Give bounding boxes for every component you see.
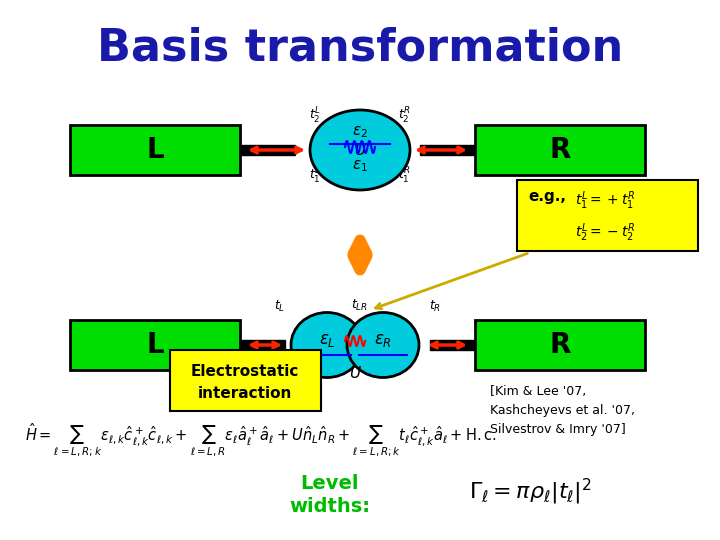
FancyBboxPatch shape (70, 320, 240, 370)
Text: [Kim & Lee '07,
Kashcheyevs et al. '07,
Silvestrov & Imry '07]: [Kim & Lee '07, Kashcheyevs et al. '07, … (490, 385, 635, 436)
Text: $U$: $U$ (348, 365, 361, 381)
Text: interaction: interaction (198, 387, 292, 402)
Text: Level
widths:: Level widths: (289, 474, 371, 516)
Text: L: L (146, 331, 164, 359)
Text: e.g.,: e.g., (528, 190, 566, 205)
Text: $\varepsilon_R$: $\varepsilon_R$ (374, 331, 392, 349)
Text: R: R (549, 136, 571, 164)
FancyBboxPatch shape (70, 125, 240, 175)
Text: $t_2^R$: $t_2^R$ (398, 106, 412, 126)
Text: $t_2^L = -t_2^R$: $t_2^L = -t_2^R$ (575, 222, 636, 244)
Text: $t_1^R$: $t_1^R$ (398, 166, 412, 186)
Bar (430, 340, 475, 350)
Text: $t_1^L = +t_1^R$: $t_1^L = +t_1^R$ (575, 190, 636, 212)
Text: $t_L$: $t_L$ (274, 299, 286, 314)
Text: Basis transformation: Basis transformation (97, 26, 623, 70)
Text: $U$: $U$ (354, 142, 366, 158)
Bar (240, 145, 295, 155)
Text: $\hat{H} = \sum_{\ell=L,R;k} \varepsilon_{\ell,k}\hat{c}^+_{\ell,k}\hat{c}_{\ell: $\hat{H} = \sum_{\ell=L,R;k} \varepsilon… (25, 421, 497, 459)
Text: $t_2^L$: $t_2^L$ (309, 106, 321, 126)
Text: $\varepsilon_1$: $\varepsilon_1$ (352, 158, 368, 174)
Text: R: R (549, 331, 571, 359)
FancyBboxPatch shape (169, 349, 320, 410)
FancyBboxPatch shape (475, 125, 645, 175)
Ellipse shape (310, 110, 410, 190)
Bar (240, 340, 285, 350)
Text: $\varepsilon_2$: $\varepsilon_2$ (352, 124, 368, 140)
Text: $t_R$: $t_R$ (429, 299, 441, 314)
Text: Electrostatic: Electrostatic (191, 364, 300, 380)
FancyBboxPatch shape (475, 320, 645, 370)
Ellipse shape (291, 313, 363, 377)
Text: L: L (146, 136, 164, 164)
Ellipse shape (347, 313, 419, 377)
Text: $t_1^L$: $t_1^L$ (309, 166, 321, 186)
FancyBboxPatch shape (517, 179, 698, 251)
Bar (420, 145, 475, 155)
Text: $\varepsilon_L$: $\varepsilon_L$ (319, 331, 336, 349)
Text: $t_{LR}$: $t_{LR}$ (351, 298, 369, 313)
Text: $\Gamma_\ell = \pi\rho_\ell|t_\ell|^2$: $\Gamma_\ell = \pi\rho_\ell|t_\ell|^2$ (469, 477, 591, 507)
